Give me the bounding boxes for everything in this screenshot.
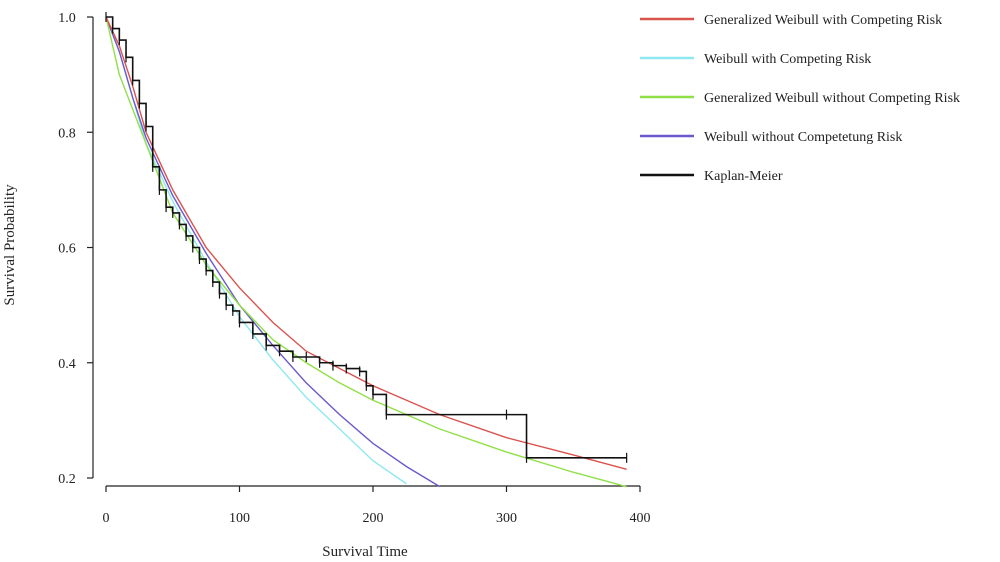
legend-label: Generalized Weibull with Competing Risk [704, 13, 942, 28]
legend: Generalized Weibull with Competing Risk W… [640, 13, 960, 184]
legend-label: Kaplan-Meier [704, 169, 783, 184]
series-line-weibull-without-competetung-risk [105, 16, 441, 488]
x-axis-title: Survival Time [322, 544, 408, 560]
series-line-kaplan-meier [106, 16, 627, 459]
y-axis-title: Survival Probability [2, 184, 18, 306]
x-tick-label: 0 [103, 511, 110, 526]
y-tick-label: 1.0 [58, 11, 76, 26]
x-tick-label: 400 [630, 511, 651, 526]
x-tick-label: 200 [363, 511, 384, 526]
series-line-weibull-with-competing-risk [105, 16, 407, 485]
series-line-generalized-weibull-without-competing-risk [105, 16, 627, 488]
y-tick-label: 0.4 [58, 357, 76, 372]
series-lines [105, 12, 628, 488]
legend-label: Generalized Weibull without Competing Ri… [704, 91, 960, 106]
y-tick-label: 0.6 [58, 242, 76, 257]
series-line-generalized-weibull-with-competing-risk [105, 16, 627, 471]
legend-label: Weibull without Competetung Risk [704, 130, 902, 145]
x-tick-label: 100 [229, 511, 250, 526]
y-tick-label: 0.2 [58, 472, 76, 487]
legend-label: Weibull with Competing Risk [704, 52, 871, 67]
y-tick-label: 0.8 [58, 126, 76, 141]
x-tick-label: 300 [496, 511, 517, 526]
axes: 0 100 200 300 400 0.2 0.4 0.6 0.8 1.0 [58, 11, 650, 526]
